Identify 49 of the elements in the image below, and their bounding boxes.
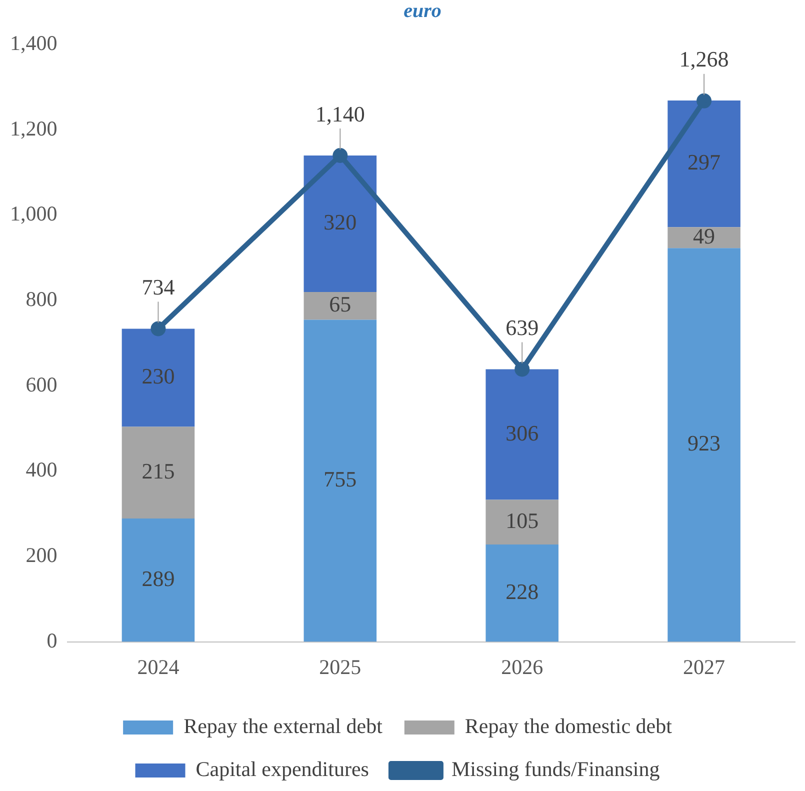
- data-label: 230: [142, 364, 175, 389]
- data-label: 289: [142, 566, 175, 591]
- x-tick-label: 2024: [137, 654, 180, 679]
- data-label: 639: [506, 315, 539, 340]
- data-label: 755: [324, 466, 357, 492]
- data-label: 734: [142, 274, 175, 300]
- x-tick-label: 2026: [501, 654, 544, 679]
- y-tick-label: 1,000: [10, 202, 58, 226]
- point: [332, 148, 348, 164]
- point: [514, 362, 530, 377]
- y-tick-label: 0: [46, 628, 58, 652]
- bar: [486, 500, 558, 545]
- bar: [122, 328, 195, 427]
- y-tick-label: 1,200: [10, 116, 58, 140]
- data-label: 215: [142, 458, 175, 484]
- y-tick-label: 800: [26, 287, 58, 312]
- legend-label: Capital expenditures: [196, 757, 369, 782]
- data-label: 65: [329, 292, 352, 317]
- bar: [122, 426, 195, 519]
- data-label: 105: [506, 508, 539, 533]
- data-label: 306: [506, 420, 539, 446]
- data-label: 297: [688, 150, 721, 175]
- y-tick-label: 1,400: [10, 31, 58, 56]
- chart-title: euro: [402, 0, 442, 22]
- data-label: 923: [688, 430, 721, 456]
- data-label: 49: [693, 223, 716, 248]
- x-tick-label: 2027: [683, 654, 726, 679]
- bar: [122, 518, 195, 642]
- bar: [304, 320, 377, 642]
- bar: [304, 292, 377, 320]
- legend-label: Missing funds/Finansing: [451, 757, 660, 782]
- data-label: 1,140: [315, 101, 365, 126]
- bar: [486, 544, 558, 642]
- data-label: 320: [324, 210, 357, 235]
- data-label: 1,268: [679, 46, 729, 72]
- y-tick-label: 200: [26, 543, 58, 567]
- point: [150, 321, 166, 336]
- legend-label: Repay the domestic debt: [464, 714, 672, 738]
- bar: [668, 227, 740, 248]
- y-tick-label: 400: [26, 458, 58, 482]
- point: [696, 93, 712, 108]
- x-tick-label: 2025: [319, 654, 362, 679]
- bar: [304, 156, 377, 292]
- y-tick-label: 600: [26, 372, 58, 396]
- data-label: 228: [506, 578, 539, 604]
- legend-label: Repay the external debt: [184, 714, 383, 738]
- bar: [668, 100, 740, 228]
- bar: [486, 369, 558, 500]
- bar: [668, 248, 740, 642]
